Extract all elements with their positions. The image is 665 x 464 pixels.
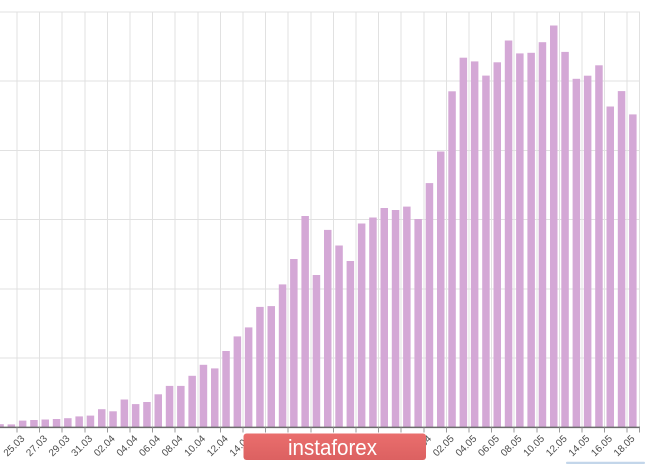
svg-text:08.04: 08.04 <box>160 433 186 459</box>
svg-text:16.05: 16.05 <box>589 433 615 459</box>
svg-text:10.05: 10.05 <box>522 433 548 459</box>
svg-text:02.04: 02.04 <box>92 433 118 459</box>
svg-text:08.05: 08.05 <box>499 433 525 459</box>
svg-text:12.04: 12.04 <box>205 433 231 459</box>
svg-text:27.03: 27.03 <box>24 433 50 459</box>
svg-text:12.05: 12.05 <box>544 433 570 459</box>
svg-text:25.03: 25.03 <box>2 433 28 459</box>
svg-text:31.03: 31.03 <box>70 433 96 459</box>
svg-text:10.04: 10.04 <box>183 433 209 459</box>
svg-text:06.04: 06.04 <box>137 433 163 459</box>
svg-text:29.03: 29.03 <box>47 433 73 459</box>
svg-text:04.04: 04.04 <box>115 433 141 459</box>
svg-text:04.05: 04.05 <box>454 433 480 459</box>
svg-text:14.05: 14.05 <box>567 433 593 459</box>
svg-text:06.05: 06.05 <box>476 433 502 459</box>
svg-text:02.05: 02.05 <box>431 433 457 459</box>
svg-text:18.05: 18.05 <box>612 433 638 459</box>
svg-text:instaforex: instaforex <box>288 435 377 460</box>
